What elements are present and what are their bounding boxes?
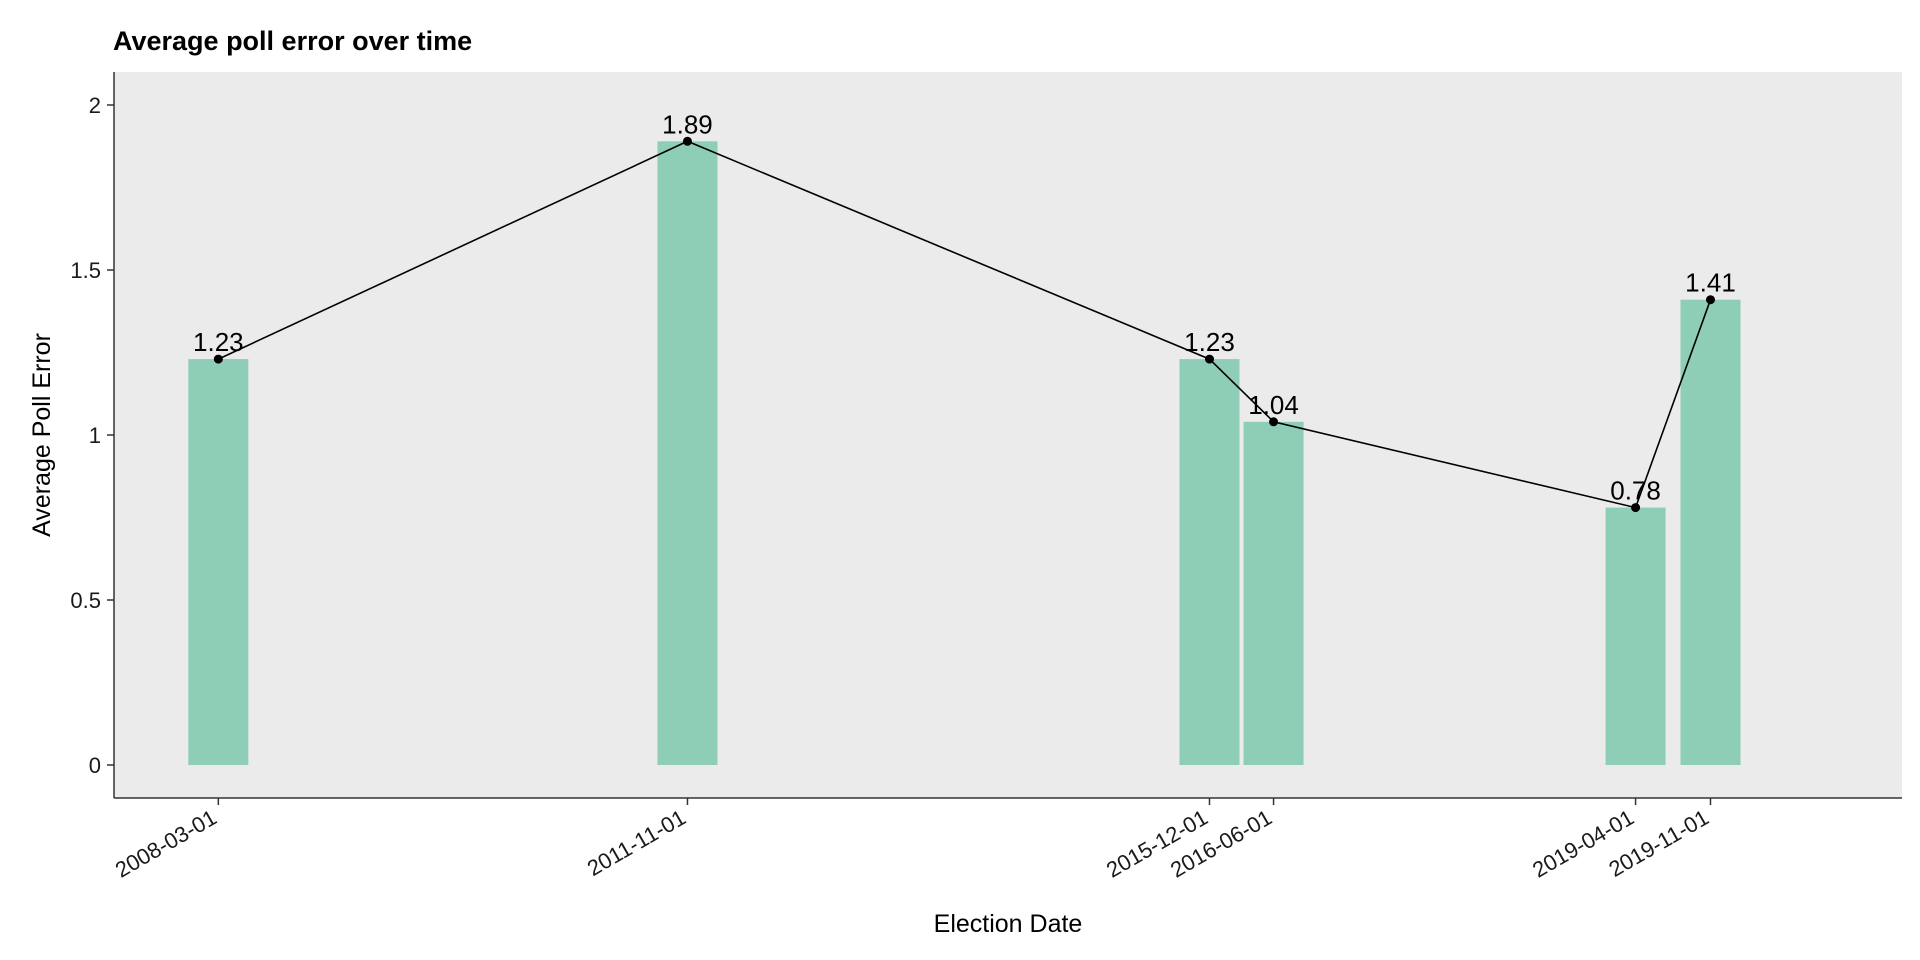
- x-tick-label: 2011-11-01: [583, 805, 690, 881]
- y-axis-title: Average Poll Error: [28, 333, 56, 537]
- bar-2019-11-01: [1680, 299, 1741, 765]
- data-label-2019-04-01: 0.78: [1610, 476, 1661, 506]
- y-tick-label: 1.5: [70, 258, 101, 283]
- point-2019-11-01: [1705, 295, 1715, 305]
- data-label-2015-12-01: 1.23: [1184, 327, 1235, 357]
- bar-2016-06-01: [1243, 421, 1304, 765]
- bar-2015-12-01: [1179, 359, 1240, 765]
- data-label-2008-03-01: 1.23: [193, 327, 244, 357]
- point-2019-04-01: [1631, 503, 1641, 513]
- bar-2019-04-01: [1605, 507, 1666, 765]
- point-2015-12-01: [1204, 354, 1214, 364]
- line-layer: [217, 140, 1712, 509]
- x-axis-title: Election Date: [934, 910, 1083, 938]
- bar-2008-03-01: [188, 359, 249, 765]
- point-2011-11-01: [682, 136, 692, 146]
- x-tick-label: 2008-03-01: [111, 805, 221, 883]
- trend-line: [217, 140, 1712, 509]
- bar-2011-11-01: [657, 141, 718, 766]
- point-2016-06-01: [1269, 417, 1279, 427]
- y-axis-ticks: 0 0.5 1 1.5 2: [70, 93, 114, 778]
- y-tick-label: 1: [89, 423, 101, 448]
- bars-group: [188, 141, 1741, 766]
- data-label-2011-11-01: 1.89: [662, 109, 713, 139]
- plot-panel: [114, 72, 1902, 798]
- y-tick-label: 0.5: [70, 588, 101, 613]
- data-label-2016-06-01: 1.04: [1248, 390, 1299, 420]
- data-label-2019-11-01: 1.41: [1685, 268, 1736, 298]
- points-group: [213, 136, 1715, 513]
- chart-title: Average poll error over time: [113, 26, 472, 56]
- y-tick-label: 0: [89, 753, 101, 778]
- point-2008-03-01: [213, 354, 223, 364]
- y-tick-label: 2: [89, 93, 101, 118]
- data-labels-group: 1.23 1.89 1.23 1.04 0.78 1.41: [193, 109, 1736, 505]
- x-axis-ticks: 2008-03-01 2011-11-01 2015-12-012016-06-01…: [111, 798, 1713, 883]
